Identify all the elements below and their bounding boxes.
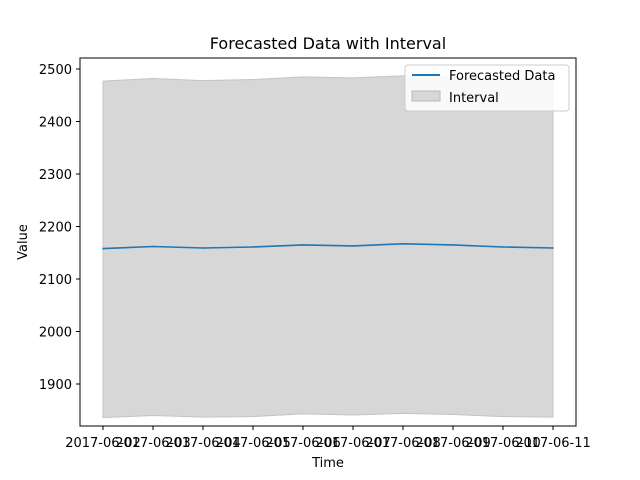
x-axis-label: Time bbox=[311, 456, 344, 471]
interval-band bbox=[102, 75, 554, 419]
x-tick-label: 2017-06-04 bbox=[165, 436, 241, 451]
x-axis-ticks: 2017-06-022017-06-032017-06-042017-06-05… bbox=[65, 426, 591, 451]
forecast-point bbox=[452, 244, 454, 246]
forecast-point bbox=[252, 246, 254, 248]
legend-forecast-label: Forecasted Data bbox=[449, 69, 555, 84]
forecast-point bbox=[552, 247, 554, 249]
y-axis-ticks: 1900 2000 2100 2200 2300 2400 2500 bbox=[39, 63, 80, 393]
plot-frame bbox=[79, 57, 577, 427]
legend-interval-swatch bbox=[411, 90, 441, 102]
x-tick-label: 2017-06-10 bbox=[465, 436, 541, 451]
forecast-point bbox=[352, 245, 354, 247]
x-tick-label: 2017-06-06 bbox=[265, 436, 341, 451]
interval-band-layer bbox=[102, 75, 554, 419]
legend: Forecasted Data Interval bbox=[404, 64, 570, 112]
x-tick-label: 2017-06-08 bbox=[365, 436, 441, 451]
forecast-point bbox=[502, 246, 504, 248]
x-tick-label: 2017-06-07 bbox=[315, 436, 391, 451]
y-tick-label: 2500 bbox=[39, 63, 72, 78]
legend-interval-label: Interval bbox=[449, 91, 499, 106]
x-tick-label: 2017-06-03 bbox=[115, 436, 191, 451]
forecast-point bbox=[102, 247, 104, 250]
forecast-point bbox=[152, 245, 154, 248]
y-axis-label: Value bbox=[16, 224, 31, 260]
chart-title: Forecasted Data with Interval bbox=[210, 34, 446, 53]
x-tick-label: 2017-06-09 bbox=[415, 436, 491, 451]
forecast-point bbox=[202, 247, 204, 249]
legend-box bbox=[404, 64, 570, 112]
y-tick-label: 2300 bbox=[39, 168, 72, 183]
forecast-line-layer bbox=[102, 242, 554, 250]
forecast-line bbox=[102, 242, 554, 250]
x-tick-label: 2017-06-11 bbox=[515, 436, 591, 451]
x-tick-label: 2017-06-05 bbox=[215, 436, 291, 451]
y-tick-label: 1900 bbox=[39, 378, 72, 393]
x-tick-label: 2017-06-02 bbox=[65, 436, 141, 451]
forecast-point bbox=[302, 244, 304, 246]
y-tick-label: 2400 bbox=[39, 116, 72, 131]
y-tick-label: 2000 bbox=[39, 326, 72, 341]
y-tick-label: 2100 bbox=[39, 273, 72, 288]
forecast-point bbox=[402, 243, 404, 245]
y-tick-label: 2200 bbox=[39, 221, 72, 236]
